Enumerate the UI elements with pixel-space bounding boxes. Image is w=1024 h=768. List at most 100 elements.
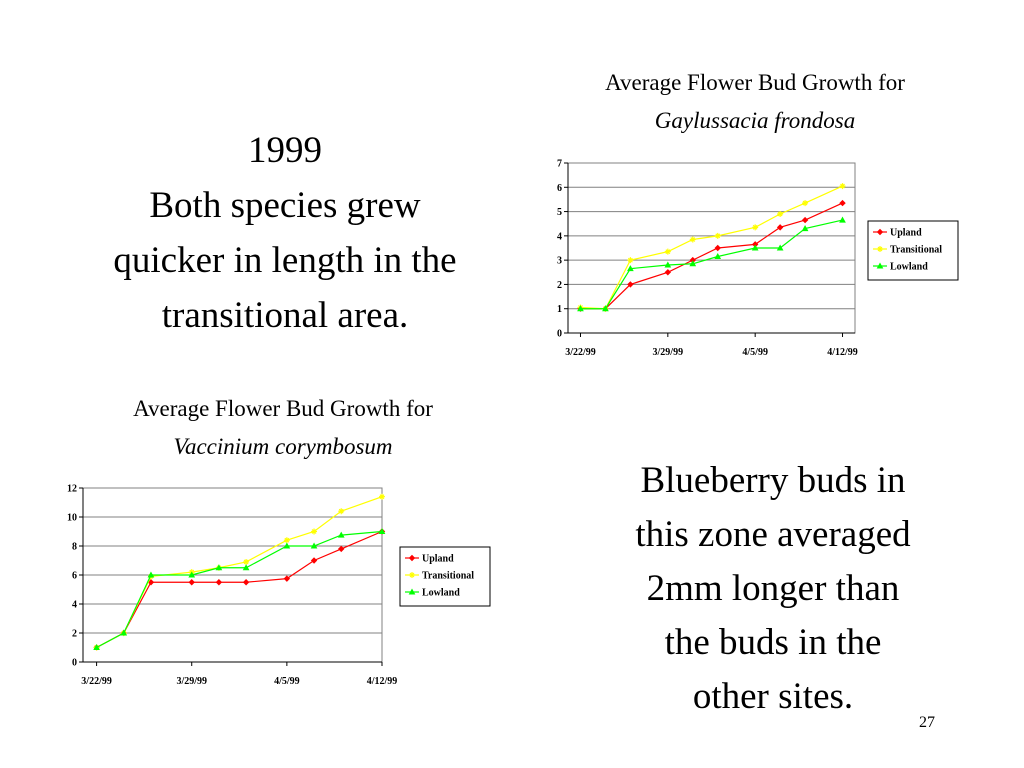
marker [802, 200, 809, 207]
marker [338, 508, 345, 515]
marker [93, 643, 100, 650]
marker [283, 537, 290, 544]
marker [338, 545, 345, 553]
marker [877, 246, 883, 252]
marker [408, 554, 416, 562]
x-tick-label: 3/29/99 [176, 676, 207, 687]
y-tick-label: 5 [557, 207, 562, 218]
marker [714, 232, 721, 239]
marker [147, 579, 155, 586]
marker [839, 183, 846, 190]
marker [839, 199, 846, 207]
x-tick-label: 4/12/99 [827, 347, 858, 358]
y-tick-label: 7 [557, 159, 562, 170]
slide-text: Blueberry buds in [640, 460, 905, 501]
series-line [580, 219, 843, 310]
x-tick-label: 3/22/99 [81, 676, 112, 687]
marker [777, 211, 784, 217]
marker [120, 629, 128, 636]
marker [215, 579, 223, 586]
slide-text: other sites. [693, 676, 853, 717]
marker [664, 261, 672, 268]
marker [627, 257, 634, 264]
marker [409, 572, 415, 578]
marker [664, 269, 672, 276]
plot-area [567, 162, 856, 334]
marker [689, 236, 696, 243]
marker [311, 528, 318, 535]
marker [310, 542, 318, 549]
x-tick-label: 4/5/99 [274, 676, 300, 687]
marker [188, 579, 195, 586]
y-tick-label: 6 [72, 571, 77, 582]
y-tick-label: 12 [67, 484, 77, 495]
legend-label: Upland [890, 228, 922, 239]
marker [577, 305, 584, 312]
x-tick-label: 3/22/99 [565, 347, 596, 358]
legend-label: Transitional [890, 245, 942, 256]
page-number: 27 [919, 714, 935, 731]
marker [337, 531, 345, 538]
legend-label: Lowland [890, 262, 928, 273]
marker [283, 575, 291, 582]
slide-text: transitional area. [162, 295, 409, 336]
marker [801, 216, 809, 224]
slide-text: the buds in the [665, 622, 882, 663]
y-tick-label: 8 [72, 542, 77, 553]
marker [801, 225, 809, 232]
series-line [580, 202, 843, 310]
marker [408, 588, 416, 595]
y-tick-label: 4 [557, 231, 562, 242]
x-tick-label: 4/5/99 [742, 347, 768, 358]
y-tick-label: 2 [72, 629, 77, 640]
marker [839, 216, 846, 223]
y-tick-label: 0 [72, 658, 77, 669]
slide-text: quicker in length in the [113, 240, 456, 281]
marker [752, 224, 759, 231]
marker [776, 224, 784, 231]
marker [714, 244, 721, 252]
slide-text: this zone averaged [635, 514, 911, 555]
y-tick-label: 4 [72, 600, 77, 611]
slide-text: Both species grew [149, 185, 421, 226]
y-tick-label: 3 [557, 256, 562, 267]
marker [627, 281, 634, 288]
y-tick-label: 6 [557, 183, 562, 194]
legend-label: Upland [422, 554, 454, 565]
marker [378, 527, 386, 534]
chart-title: Average Flower Bud Growth for [605, 70, 905, 95]
series-line [96, 530, 383, 649]
y-tick-label: 1 [557, 304, 562, 315]
marker [147, 571, 155, 578]
legend-label: Lowland [422, 588, 460, 599]
series-line [580, 185, 843, 310]
chart-title: Average Flower Bud Growth for [133, 396, 433, 421]
y-tick-label: 2 [557, 280, 562, 291]
legend-box [399, 546, 491, 607]
marker [379, 493, 385, 500]
marker [242, 564, 250, 571]
marker [714, 252, 722, 259]
marker [188, 571, 196, 578]
slide-text: 1999 [248, 130, 322, 171]
marker [664, 248, 671, 255]
marker [876, 262, 884, 269]
marker [627, 265, 634, 272]
marker [215, 564, 223, 571]
chart-subtitle: Vaccinium corymbosum [173, 434, 392, 459]
legend-label: Transitional [422, 571, 474, 582]
y-tick-label: 0 [557, 329, 562, 340]
marker [689, 260, 697, 267]
x-tick-label: 3/29/99 [653, 347, 684, 358]
marker [310, 557, 318, 564]
marker [751, 244, 759, 251]
marker [602, 305, 609, 312]
series-line [96, 530, 383, 649]
marker [776, 244, 784, 251]
chart-subtitle: Gaylussacia frondosa [655, 108, 855, 133]
marker [242, 579, 250, 586]
legend-box [867, 220, 959, 281]
marker [876, 228, 884, 236]
marker [243, 558, 250, 565]
